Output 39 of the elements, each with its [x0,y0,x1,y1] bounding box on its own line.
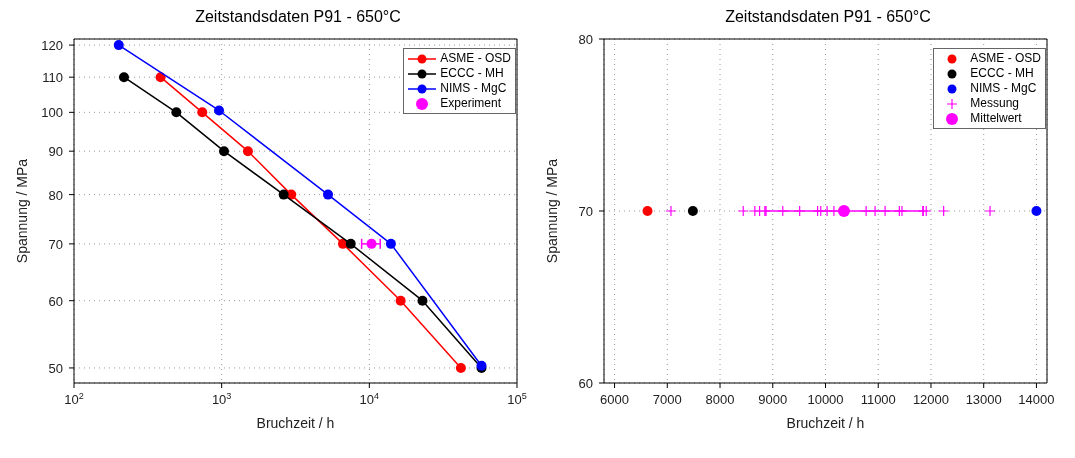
legend-label: Messung [970,96,1020,111]
chart-title: Zeitstandsdaten P91 - 650°C [194,8,402,27]
x-tick-label: 13000 [965,392,1002,407]
chart-title: Zeitstandsdaten P91 - 650°C [724,8,932,27]
x-tick-label: 10000 [807,392,844,407]
legend-label: NIMS - MgC [970,81,1037,96]
legend-label: ECCC - MH [440,66,504,81]
legend-label: Experiment [440,96,502,111]
y-tick-label: 70 [48,236,63,252]
x-tick-label: 8000 [705,392,735,407]
legend-label: ASME - OSD [970,51,1041,66]
legend-label: ECCC - MH [970,66,1034,81]
y-tick-label: 70 [578,204,593,219]
y-tick-label: 110 [42,70,63,86]
x-tick-label: 12000 [912,392,950,407]
legend-label: NIMS - MgC [440,81,507,96]
x-tick-label: 9000 [758,392,788,407]
y-tick-label: 100 [41,105,63,121]
y-axis-title: Spannung / MPa [543,158,560,264]
legend-label: Mittelwert [970,111,1022,126]
y-tick-label: 120 [41,38,63,54]
x-tick-label: 10$^{3}$ [211,391,232,407]
x-tick-label: 7000 [652,392,682,407]
x-tick-label: 6000 [600,392,630,407]
y-tick-label: 50 [48,360,63,376]
x-tick-label: 10$^{2}$ [64,391,84,407]
x-tick-label: 14000 [1018,392,1055,407]
y-axis-title: Spannung / MPa [13,158,30,264]
x-tick-label: 11000 [860,392,896,407]
legend-label: ASME - OSD [440,51,511,66]
y-tick-label: 80 [578,32,593,47]
y-tick-label: 60 [48,293,63,309]
x-tick-label: 10$^{4}$ [359,391,380,407]
x-axis-title: Bruchzeit / h [786,415,865,431]
y-tick-label: 80 [48,187,63,203]
y-tick-label: 90 [48,144,63,160]
x-axis-title: Bruchzeit / h [256,415,335,431]
x-tick-label: 10$^{5}$ [507,391,527,407]
y-tick-label: 60 [578,376,593,391]
